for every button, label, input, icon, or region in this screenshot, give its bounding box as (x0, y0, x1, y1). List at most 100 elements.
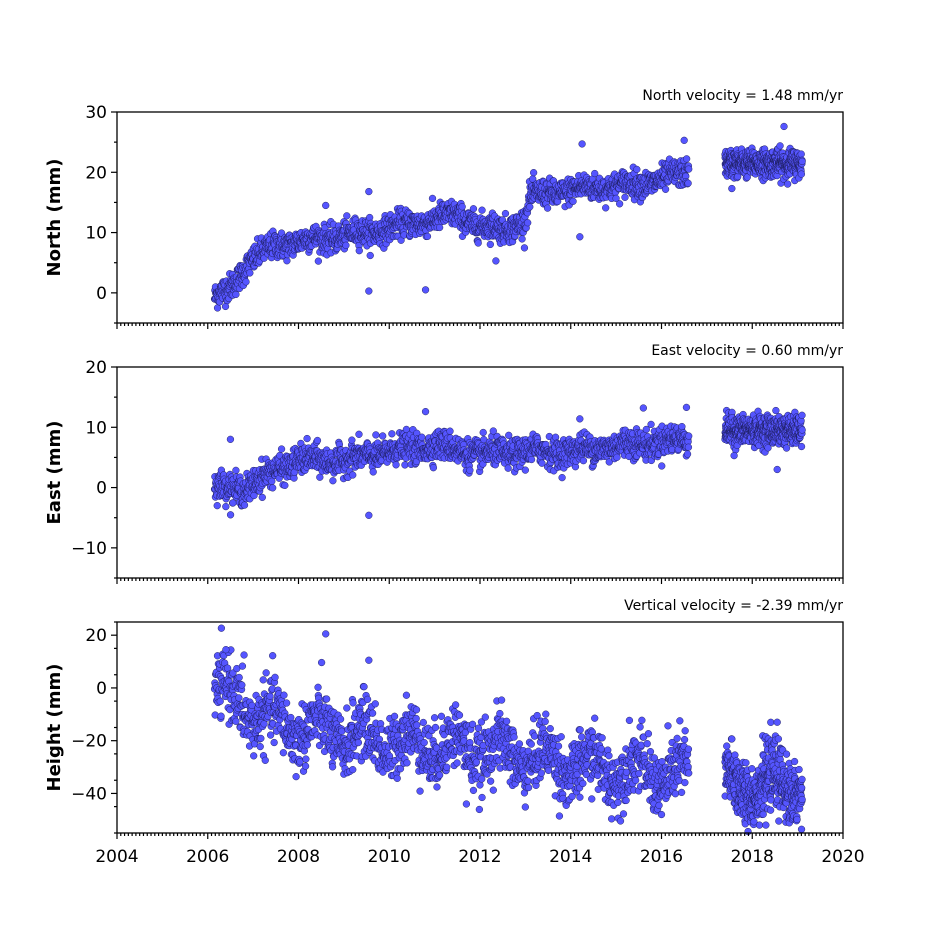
data-point (798, 411, 806, 419)
data-point (526, 203, 534, 211)
data-point (661, 185, 670, 193)
data-point (303, 434, 311, 443)
data-point (730, 451, 738, 460)
data-point (616, 200, 624, 208)
data-point (329, 477, 337, 485)
data-point (798, 426, 806, 434)
data-point (217, 624, 226, 632)
data-point (728, 184, 736, 193)
data-point (530, 169, 538, 177)
data-point (229, 499, 237, 507)
data-point (232, 466, 240, 474)
data-point (658, 462, 666, 470)
data-point (543, 204, 552, 212)
data-point (366, 251, 374, 260)
y-tick-label: 30 (85, 103, 107, 123)
data-point (313, 436, 322, 445)
data-point (469, 205, 478, 213)
data-point (458, 203, 466, 211)
data-point (232, 290, 240, 299)
data-point (612, 194, 620, 202)
data-point (342, 241, 350, 249)
data-point (213, 502, 221, 510)
data-point (520, 244, 529, 252)
data-point (518, 235, 526, 243)
data-point (684, 179, 692, 187)
panel-title: East velocity = 0.60 mm/yr (651, 343, 843, 359)
data-point (682, 403, 691, 412)
data-point (349, 471, 357, 479)
data-point (266, 731, 275, 739)
data-point (486, 240, 494, 249)
data-point (283, 257, 291, 265)
data-point (379, 432, 387, 440)
data-point (222, 502, 230, 511)
data-point (576, 415, 584, 423)
data-point (401, 461, 409, 469)
data-point (418, 433, 426, 441)
data-point (392, 461, 400, 469)
data-point (436, 223, 444, 232)
data-point (478, 206, 486, 214)
data-point (521, 466, 529, 474)
data-point (292, 773, 300, 781)
y-tick-label: 0 (96, 479, 107, 499)
data-point (246, 269, 254, 277)
data-point (301, 762, 310, 770)
data-point (372, 431, 380, 439)
data-point (259, 676, 267, 684)
y-tick-label: 0 (96, 284, 107, 304)
data-point (279, 749, 287, 757)
data-point (782, 444, 791, 452)
data-point (314, 683, 322, 691)
data-point (235, 694, 243, 702)
data-point (780, 122, 788, 131)
data-point (466, 466, 474, 474)
y-axis-label: North (mm) (44, 159, 65, 277)
data-point (613, 453, 621, 461)
data-point (558, 474, 566, 482)
data-point (348, 436, 356, 444)
data-point (343, 212, 351, 220)
data-point (302, 755, 310, 763)
data-point (602, 204, 610, 212)
data-point (479, 428, 487, 437)
data-point (366, 213, 374, 222)
data-point (569, 197, 577, 205)
data-point (685, 165, 693, 173)
data-point (576, 233, 584, 241)
data-point (633, 165, 641, 174)
data-point (277, 445, 286, 453)
data-point (784, 180, 792, 188)
data-point (421, 286, 430, 294)
data-point (322, 201, 330, 210)
data-point (270, 738, 278, 747)
data-point (226, 511, 235, 519)
data-point (235, 673, 243, 682)
data-point (232, 717, 240, 725)
data-point (238, 662, 247, 670)
panel-title: North velocity = 1.48 mm/yr (642, 88, 843, 104)
data-point (355, 430, 363, 438)
data-point (242, 278, 250, 286)
data-point (271, 673, 279, 681)
data-point (446, 427, 454, 435)
data-point (428, 194, 437, 203)
data-point (262, 669, 270, 677)
data-point (281, 481, 289, 490)
data-point (303, 741, 311, 749)
data-point (261, 756, 269, 764)
y-tick-label: 20 (85, 358, 107, 378)
data-point (776, 142, 784, 150)
data-point (365, 187, 373, 196)
data-point (266, 692, 274, 700)
data-point (683, 450, 692, 458)
data-series (210, 122, 806, 312)
data-point (684, 443, 693, 451)
data-point (429, 464, 438, 472)
